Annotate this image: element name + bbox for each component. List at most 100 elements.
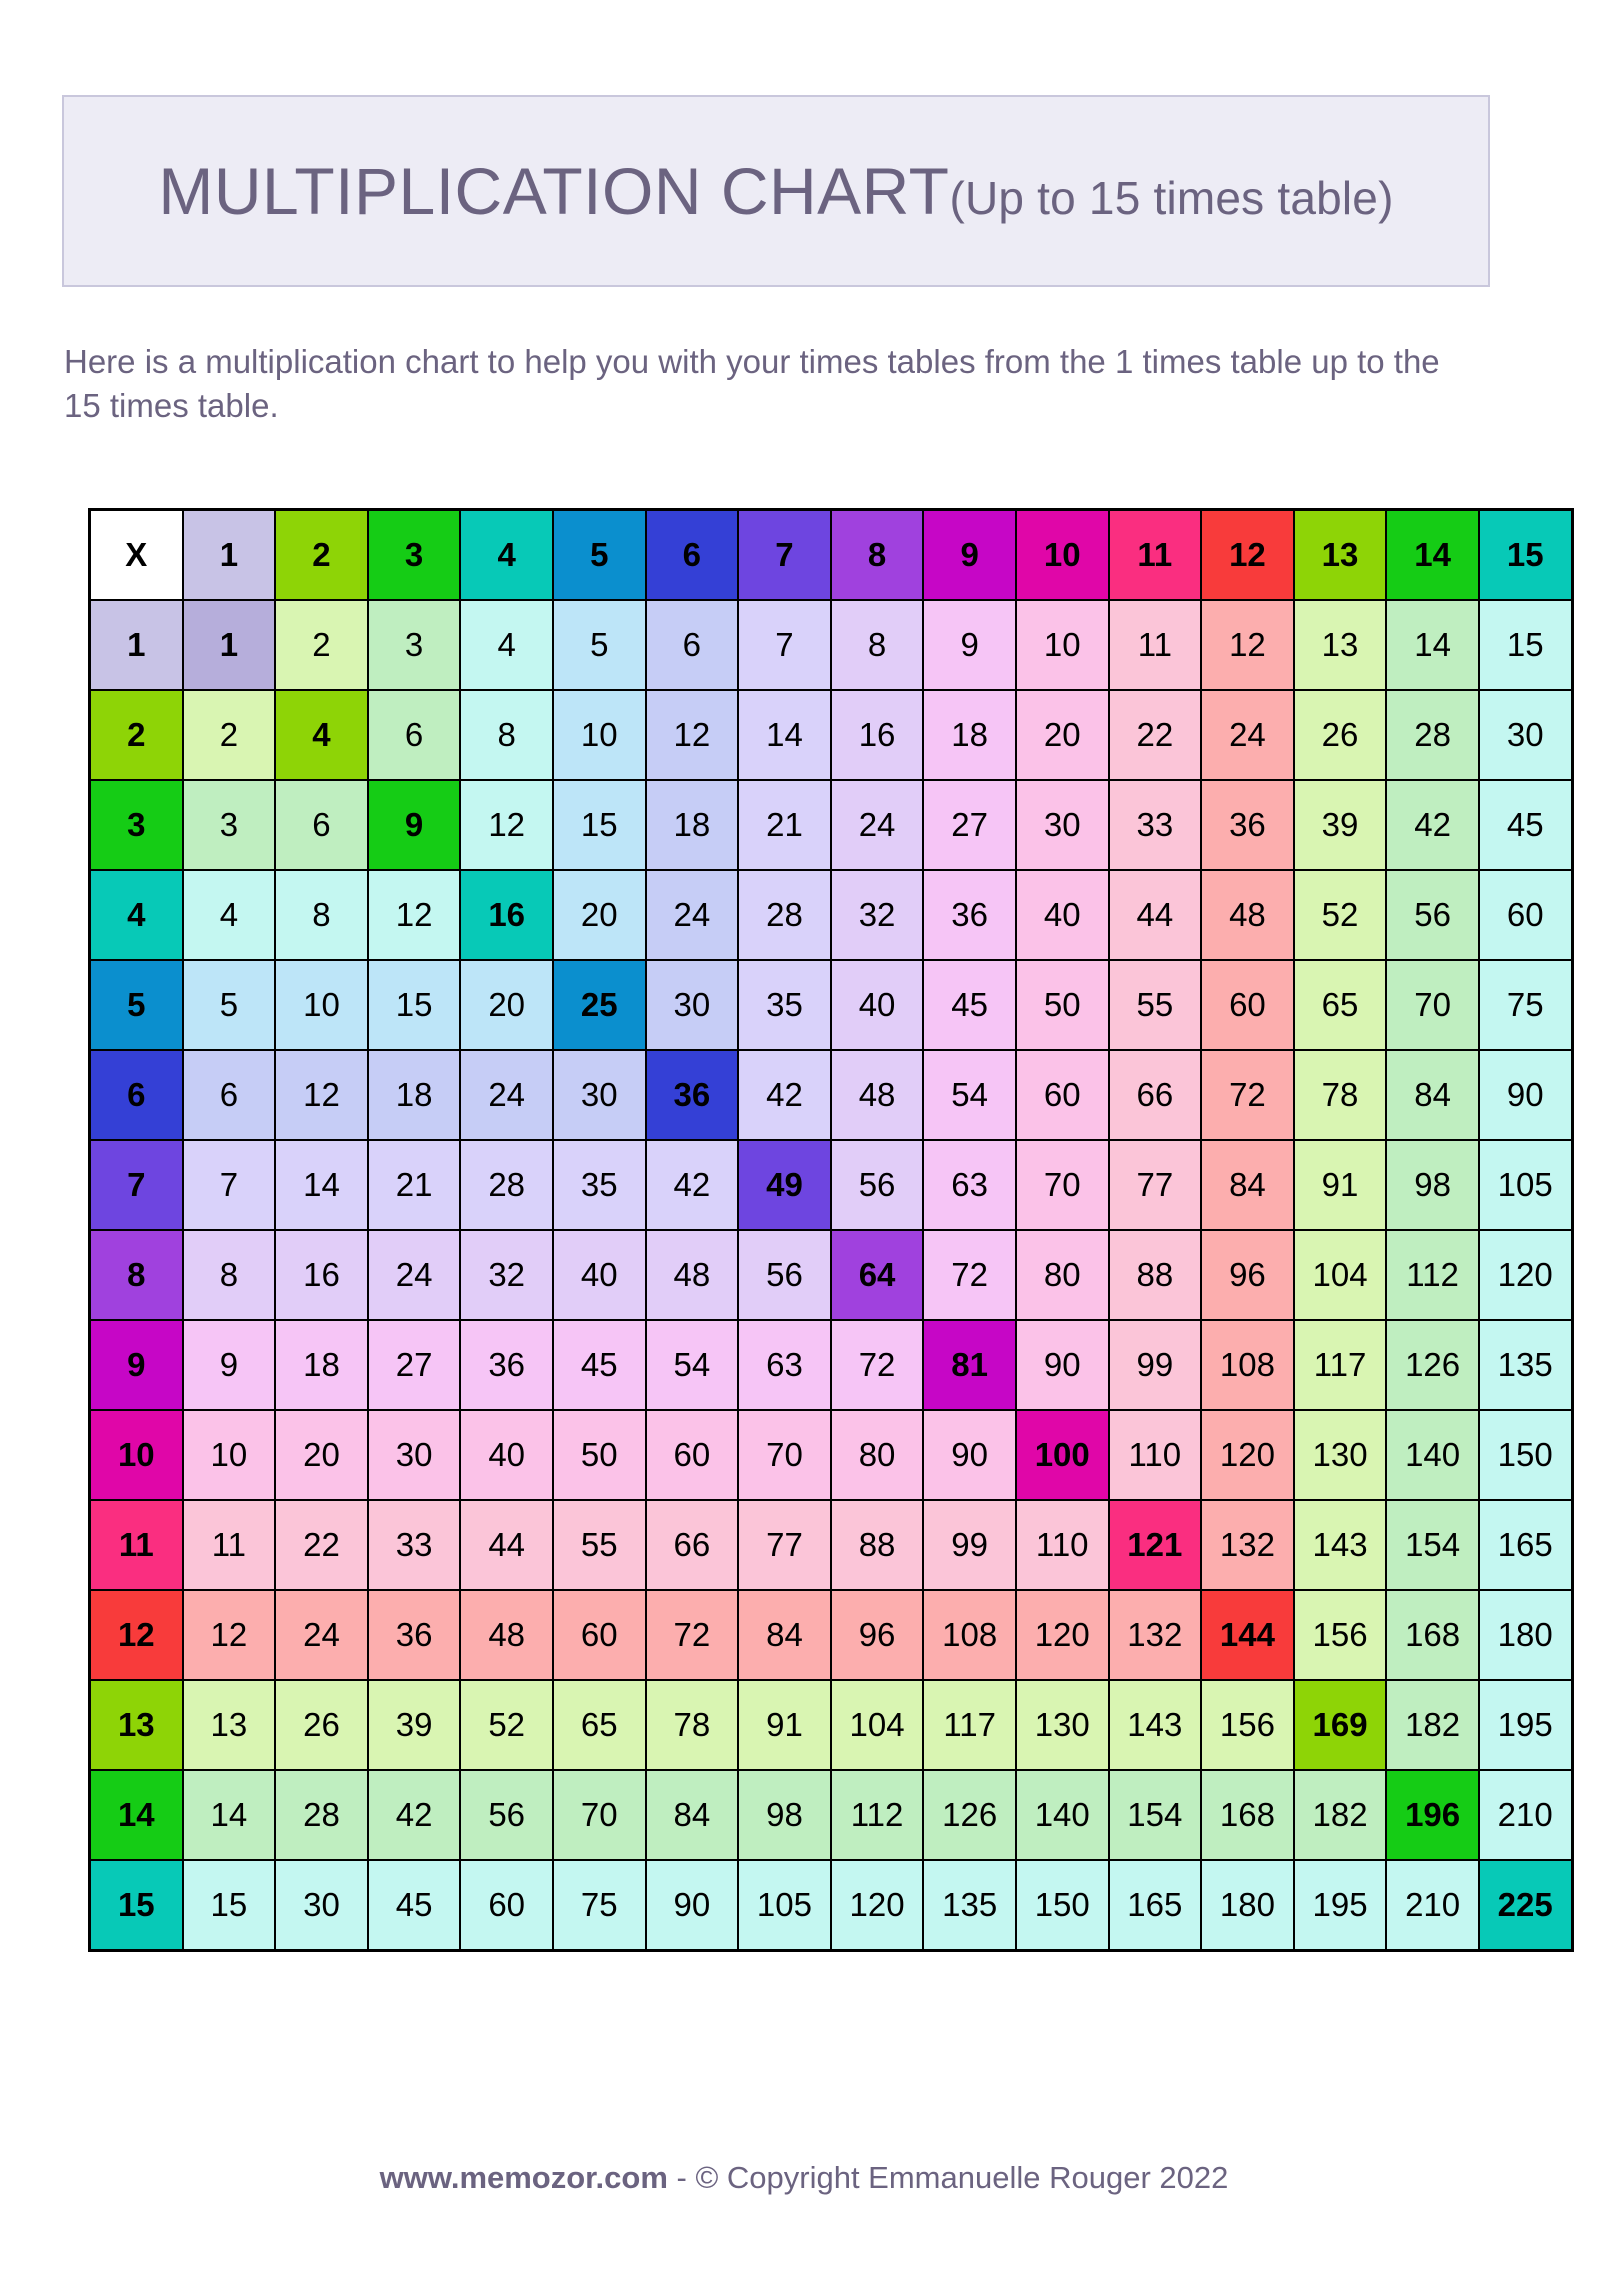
product-cell-1x15: 15 bbox=[1477, 599, 1574, 691]
product-cell-13x10: 130 bbox=[1014, 1679, 1110, 1771]
product-cell-diagonal-8x8: 64 bbox=[829, 1229, 925, 1321]
title-banner: MULTIPLICATION CHART(Up to 15 times tabl… bbox=[62, 95, 1490, 287]
product-cell-3x1: 3 bbox=[181, 779, 277, 871]
product-cell-9x6: 54 bbox=[644, 1319, 740, 1411]
product-cell-15x7: 105 bbox=[737, 1859, 832, 1952]
product-cell-8x14: 112 bbox=[1385, 1229, 1480, 1321]
product-cell-10x5: 50 bbox=[551, 1409, 647, 1501]
product-cell-diagonal-3x3: 9 bbox=[366, 779, 462, 871]
product-cell-9x10: 90 bbox=[1014, 1319, 1110, 1411]
column-header-4: 4 bbox=[459, 508, 554, 601]
product-cell-3x5: 15 bbox=[551, 779, 647, 871]
product-cell-14x8: 112 bbox=[829, 1769, 925, 1861]
product-cell-15x1: 15 bbox=[181, 1859, 277, 1952]
product-cell-12x15: 180 bbox=[1477, 1589, 1574, 1681]
product-cell-3x9: 27 bbox=[922, 779, 1017, 871]
product-cell-7x8: 56 bbox=[829, 1139, 925, 1231]
product-cell-9x5: 45 bbox=[551, 1319, 647, 1411]
column-header-15: 15 bbox=[1477, 508, 1574, 601]
product-cell-5x15: 75 bbox=[1477, 959, 1574, 1051]
product-cell-9x7: 63 bbox=[737, 1319, 832, 1411]
product-cell-15x9: 135 bbox=[922, 1859, 1017, 1952]
table-row: 13 13 26 39 52 65 78 91 104 117 130 143 156 169 182 195 bbox=[88, 1679, 1574, 1771]
product-cell-6x5: 30 bbox=[551, 1049, 647, 1141]
column-header-3: 3 bbox=[366, 508, 462, 601]
product-cell-8x5: 40 bbox=[551, 1229, 647, 1321]
product-cell-11x6: 66 bbox=[644, 1499, 740, 1591]
product-cell-14x9: 126 bbox=[922, 1769, 1017, 1861]
product-cell-4x2: 8 bbox=[274, 869, 369, 961]
column-header-9: 9 bbox=[922, 508, 1017, 601]
footer-copyright: - © Copyright Emmanuelle Rouger 2022 bbox=[667, 2160, 1229, 2195]
product-cell-1x13: 13 bbox=[1292, 599, 1388, 691]
column-header-13: 13 bbox=[1292, 508, 1388, 601]
product-cell-15x5: 75 bbox=[551, 1859, 647, 1952]
row-header-11: 11 bbox=[88, 1499, 184, 1591]
row-header-5: 5 bbox=[88, 959, 184, 1051]
product-cell-7x5: 35 bbox=[551, 1139, 647, 1231]
product-cell-4x7: 28 bbox=[737, 869, 832, 961]
product-cell-4x1: 4 bbox=[181, 869, 277, 961]
product-cell-4x11: 44 bbox=[1107, 869, 1203, 961]
product-cell-14x1: 14 bbox=[181, 1769, 277, 1861]
product-cell-13x11: 143 bbox=[1107, 1679, 1203, 1771]
column-header-10: 10 bbox=[1014, 508, 1110, 601]
product-cell-12x2: 24 bbox=[274, 1589, 369, 1681]
product-cell-13x7: 91 bbox=[737, 1679, 832, 1771]
table-row: 12 12 24 36 48 60 72 84 96 108 120 132 144 156 168 180 bbox=[88, 1589, 1574, 1681]
product-cell-diagonal-6x6: 36 bbox=[644, 1049, 740, 1141]
column-header-14: 14 bbox=[1385, 508, 1480, 601]
product-cell-6x3: 18 bbox=[366, 1049, 462, 1141]
footer: www.memozor.com - © Copyright Emmanuelle… bbox=[0, 2160, 1608, 2196]
product-cell-12x10: 120 bbox=[1014, 1589, 1110, 1681]
row-header-6: 6 bbox=[88, 1049, 184, 1141]
product-cell-2x9: 18 bbox=[922, 689, 1017, 781]
row-header-3: 3 bbox=[88, 779, 184, 871]
product-cell-14x3: 42 bbox=[366, 1769, 462, 1861]
product-cell-diagonal-7x7: 49 bbox=[737, 1139, 832, 1231]
table-row: 7 7 14 21 28 35 42 49 56 63 70 77 84 91 98 105 bbox=[88, 1139, 1574, 1231]
product-cell-2x10: 20 bbox=[1014, 689, 1110, 781]
product-cell-4x9: 36 bbox=[922, 869, 1017, 961]
product-cell-9x1: 9 bbox=[181, 1319, 277, 1411]
product-cell-2x13: 26 bbox=[1292, 689, 1388, 781]
table-row: 10 10 20 30 40 50 60 70 80 90 100 110 120 130 140 150 bbox=[88, 1409, 1574, 1501]
product-cell-11x1: 11 bbox=[181, 1499, 277, 1591]
product-cell-3x10: 30 bbox=[1014, 779, 1110, 871]
product-cell-diagonal-11x11: 121 bbox=[1107, 1499, 1203, 1591]
product-cell-15x12: 180 bbox=[1200, 1859, 1295, 1952]
product-cell-12x8: 96 bbox=[829, 1589, 925, 1681]
product-cell-13x15: 195 bbox=[1477, 1679, 1574, 1771]
product-cell-diagonal-5x5: 25 bbox=[551, 959, 647, 1051]
product-cell-13x8: 104 bbox=[829, 1679, 925, 1771]
product-cell-8x3: 24 bbox=[366, 1229, 462, 1321]
product-cell-8x13: 104 bbox=[1292, 1229, 1388, 1321]
product-cell-11x4: 44 bbox=[459, 1499, 554, 1591]
product-cell-2x5: 10 bbox=[551, 689, 647, 781]
product-cell-12x7: 84 bbox=[737, 1589, 832, 1681]
product-cell-11x2: 22 bbox=[274, 1499, 369, 1591]
product-cell-3x8: 24 bbox=[829, 779, 925, 871]
product-cell-3x4: 12 bbox=[459, 779, 554, 871]
product-cell-1x5: 5 bbox=[551, 599, 647, 691]
product-cell-2x1: 2 bbox=[181, 689, 277, 781]
product-cell-1x10: 10 bbox=[1014, 599, 1110, 691]
table-row: 1 1 2 3 4 5 6 7 8 9 10 11 12 13 14 15 bbox=[88, 599, 1574, 691]
product-cell-13x5: 65 bbox=[551, 1679, 647, 1771]
product-cell-1x11: 11 bbox=[1107, 599, 1203, 691]
product-cell-12x13: 156 bbox=[1292, 1589, 1388, 1681]
multiplication-table: X 1 2 3 4 5 6 7 8 9 10 11 12 13 14 15 1 1 2 3 4 5 6 7 8 9 10 11 12 13… bbox=[88, 508, 1574, 1952]
column-header-2: 2 bbox=[274, 508, 369, 601]
product-cell-diagonal-10x10: 100 bbox=[1014, 1409, 1110, 1501]
product-cell-11x5: 55 bbox=[551, 1499, 647, 1591]
product-cell-4x15: 60 bbox=[1477, 869, 1574, 961]
product-cell-5x10: 50 bbox=[1014, 959, 1110, 1051]
product-cell-9x12: 108 bbox=[1200, 1319, 1295, 1411]
product-cell-2x11: 22 bbox=[1107, 689, 1203, 781]
product-cell-15x4: 60 bbox=[459, 1859, 554, 1952]
product-cell-3x6: 18 bbox=[644, 779, 740, 871]
product-cell-14x4: 56 bbox=[459, 1769, 554, 1861]
product-cell-1x9: 9 bbox=[922, 599, 1017, 691]
product-cell-10x7: 70 bbox=[737, 1409, 832, 1501]
product-cell-11x9: 99 bbox=[922, 1499, 1017, 1591]
